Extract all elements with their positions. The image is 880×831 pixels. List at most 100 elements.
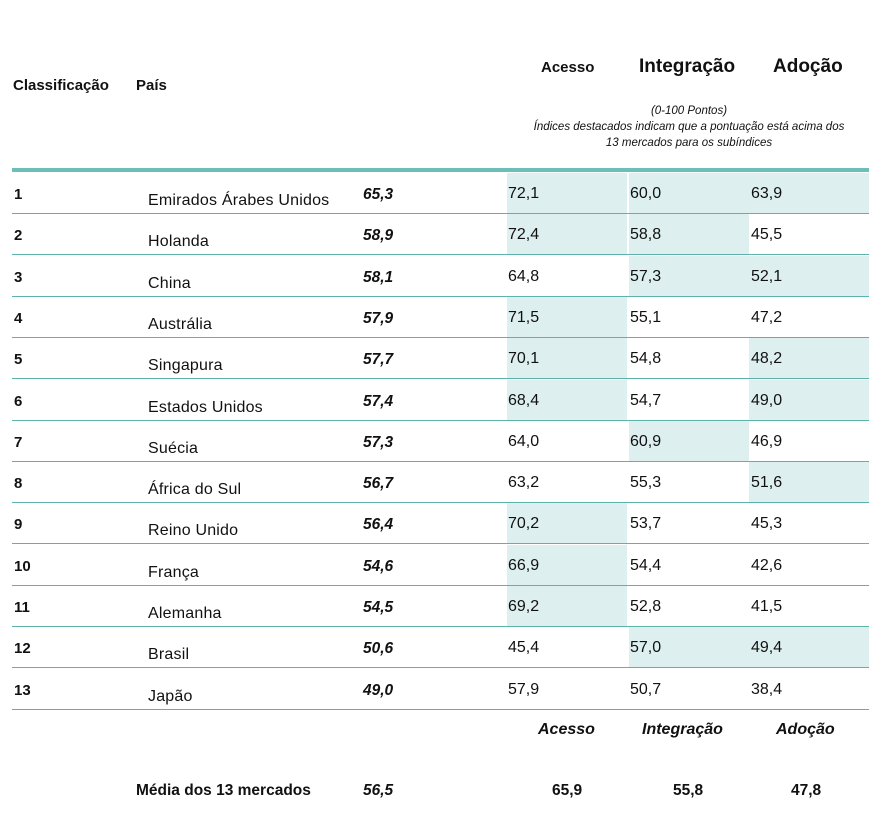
value-access: 66,9 — [508, 556, 540, 574]
value-access: 72,1 — [508, 185, 540, 202]
country-name: Japão — [148, 687, 193, 705]
column-header-country: País — [136, 77, 167, 94]
footer-header-adoption: Adoção — [776, 721, 835, 738]
rank: 5 — [14, 351, 23, 369]
value-access: 64,8 — [508, 267, 540, 285]
cell-adoption: 47,2 — [749, 297, 869, 337]
overall-score: 57,9 — [363, 309, 394, 327]
rank: 8 — [14, 475, 23, 493]
average-integration: 55,8 — [673, 782, 704, 799]
cell-integration: 57,3 — [629, 255, 749, 296]
value-integration: 57,0 — [630, 639, 662, 657]
overall-score: 49,0 — [363, 681, 394, 699]
value-adoption: 45,5 — [751, 226, 783, 244]
table-row: 66,9 54,4 42,6 10 França 54,6 — [12, 544, 869, 586]
table-row: 45,4 57,0 49,4 12 Brasil 50,6 — [12, 626, 869, 669]
overall-score: 54,5 — [363, 599, 394, 616]
column-header-adoption: Adoção — [773, 56, 843, 77]
rank: 12 — [14, 640, 31, 658]
rank: 13 — [14, 681, 31, 699]
value-access: 57,9 — [508, 680, 540, 698]
cell-integration: 54,7 — [629, 380, 749, 420]
overall-score: 65,3 — [363, 186, 394, 203]
rank: 3 — [14, 268, 23, 286]
rank: 2 — [14, 227, 23, 245]
average-label: Média dos 13 mercados — [136, 782, 311, 799]
overall-score: 56,4 — [363, 516, 394, 534]
value-integration: 54,7 — [630, 391, 662, 409]
cell-adoption: 63,9 — [749, 173, 869, 213]
cell-adoption: 45,5 — [749, 214, 869, 254]
cell-access: 64,8 — [507, 256, 627, 296]
table-row: 64,0 60,9 46,9 7 Suécia 57,3 — [12, 420, 869, 462]
country-name: Emirados Árabes Unidos — [148, 192, 330, 209]
country-name: China — [148, 274, 191, 292]
value-adoption: 41,5 — [751, 598, 783, 615]
value-adoption: 48,2 — [751, 350, 783, 368]
cell-adoption: 48,2 — [749, 338, 869, 379]
value-integration: 55,1 — [630, 308, 662, 326]
footer-header-access: Acesso — [538, 721, 595, 738]
cell-access: 72,1 — [507, 173, 627, 213]
cell-adoption: 41,5 — [749, 586, 869, 626]
cell-access: 64,0 — [507, 421, 627, 461]
country-name: Suécia — [148, 439, 199, 457]
column-header-integration: Integração — [639, 56, 736, 77]
average-adoption: 47,8 — [791, 782, 822, 799]
country-name: Reino Unido — [148, 522, 239, 540]
cell-integration: 55,3 — [629, 462, 749, 502]
cell-integration: 60,9 — [629, 420, 749, 461]
country-name: Holanda — [148, 233, 210, 251]
overall-score: 58,1 — [363, 268, 394, 286]
country-name: Alemanha — [148, 605, 222, 622]
value-access: 64,0 — [508, 432, 540, 450]
cell-integration: 50,7 — [629, 669, 749, 709]
cell-access: 66,9 — [507, 544, 627, 585]
cell-access: 57,9 — [507, 669, 627, 709]
rank: 7 — [14, 433, 23, 451]
country-name: Austrália — [148, 315, 213, 333]
country-name: Brasil — [148, 646, 190, 664]
overall-score: 50,6 — [363, 640, 394, 658]
cell-access: 70,2 — [507, 503, 627, 544]
cell-adoption: 51,6 — [749, 462, 869, 503]
value-integration: 54,8 — [630, 350, 662, 368]
value-adoption: 38,4 — [751, 680, 783, 698]
cell-access: 70,1 — [507, 338, 627, 379]
rank: 4 — [14, 309, 23, 327]
cell-integration: 54,8 — [629, 338, 749, 378]
cell-adoption: 49,4 — [749, 627, 869, 668]
cell-access: 63,2 — [507, 462, 627, 502]
cell-adoption: 45,3 — [749, 503, 869, 543]
cell-adoption: 42,6 — [749, 545, 869, 585]
table-row: 70,2 53,7 45,3 9 Reino Unido 56,4 — [12, 502, 869, 545]
cell-adoption: 46,9 — [749, 421, 869, 461]
cell-integration: 54,4 — [629, 545, 749, 585]
value-access: 68,4 — [508, 391, 540, 409]
average-score: 56,5 — [363, 782, 394, 799]
table-row: 72,1 60,0 63,9 1 Emirados Árabes Unidos 65,3 — [12, 172, 869, 214]
table-row: 64,8 57,3 52,1 3 China 58,1 — [12, 255, 869, 297]
cell-integration: 57,0 — [629, 627, 749, 668]
overall-score: 56,7 — [363, 475, 394, 493]
cell-access: 69,2 — [507, 586, 627, 626]
table-row: 70,1 54,8 48,2 5 Singapura 57,7 — [12, 337, 869, 380]
table-row: 63,2 55,3 51,6 8 África do Sul 56,7 — [12, 461, 869, 504]
table-row: 71,5 55,1 47,2 4 Austrália 57,9 — [12, 296, 869, 338]
note-highlight-line2: 13 mercados para os subíndices — [605, 137, 773, 149]
country-name: França — [148, 563, 199, 581]
average-access: 65,9 — [552, 782, 583, 799]
cell-adoption: 38,4 — [749, 669, 869, 709]
value-adoption: 47,2 — [751, 308, 783, 326]
table-row: 69,2 52,8 41,5 11 Alemanha 54,5 — [12, 585, 869, 627]
country-name: Singapura — [148, 357, 223, 375]
rank: 6 — [14, 392, 23, 410]
table-row: 57,9 50,7 38,4 13 Japão 49,0 — [12, 668, 869, 710]
value-access: 70,1 — [508, 350, 540, 368]
value-integration: 58,8 — [630, 226, 662, 244]
value-access: 71,5 — [508, 308, 540, 326]
value-adoption: 63,9 — [751, 185, 783, 202]
cell-integration: 55,1 — [629, 297, 749, 337]
note-highlight-line1: Índices destacados indicam que a pontuaç… — [533, 121, 845, 133]
note-scale: (0-100 Pontos) — [650, 105, 728, 117]
